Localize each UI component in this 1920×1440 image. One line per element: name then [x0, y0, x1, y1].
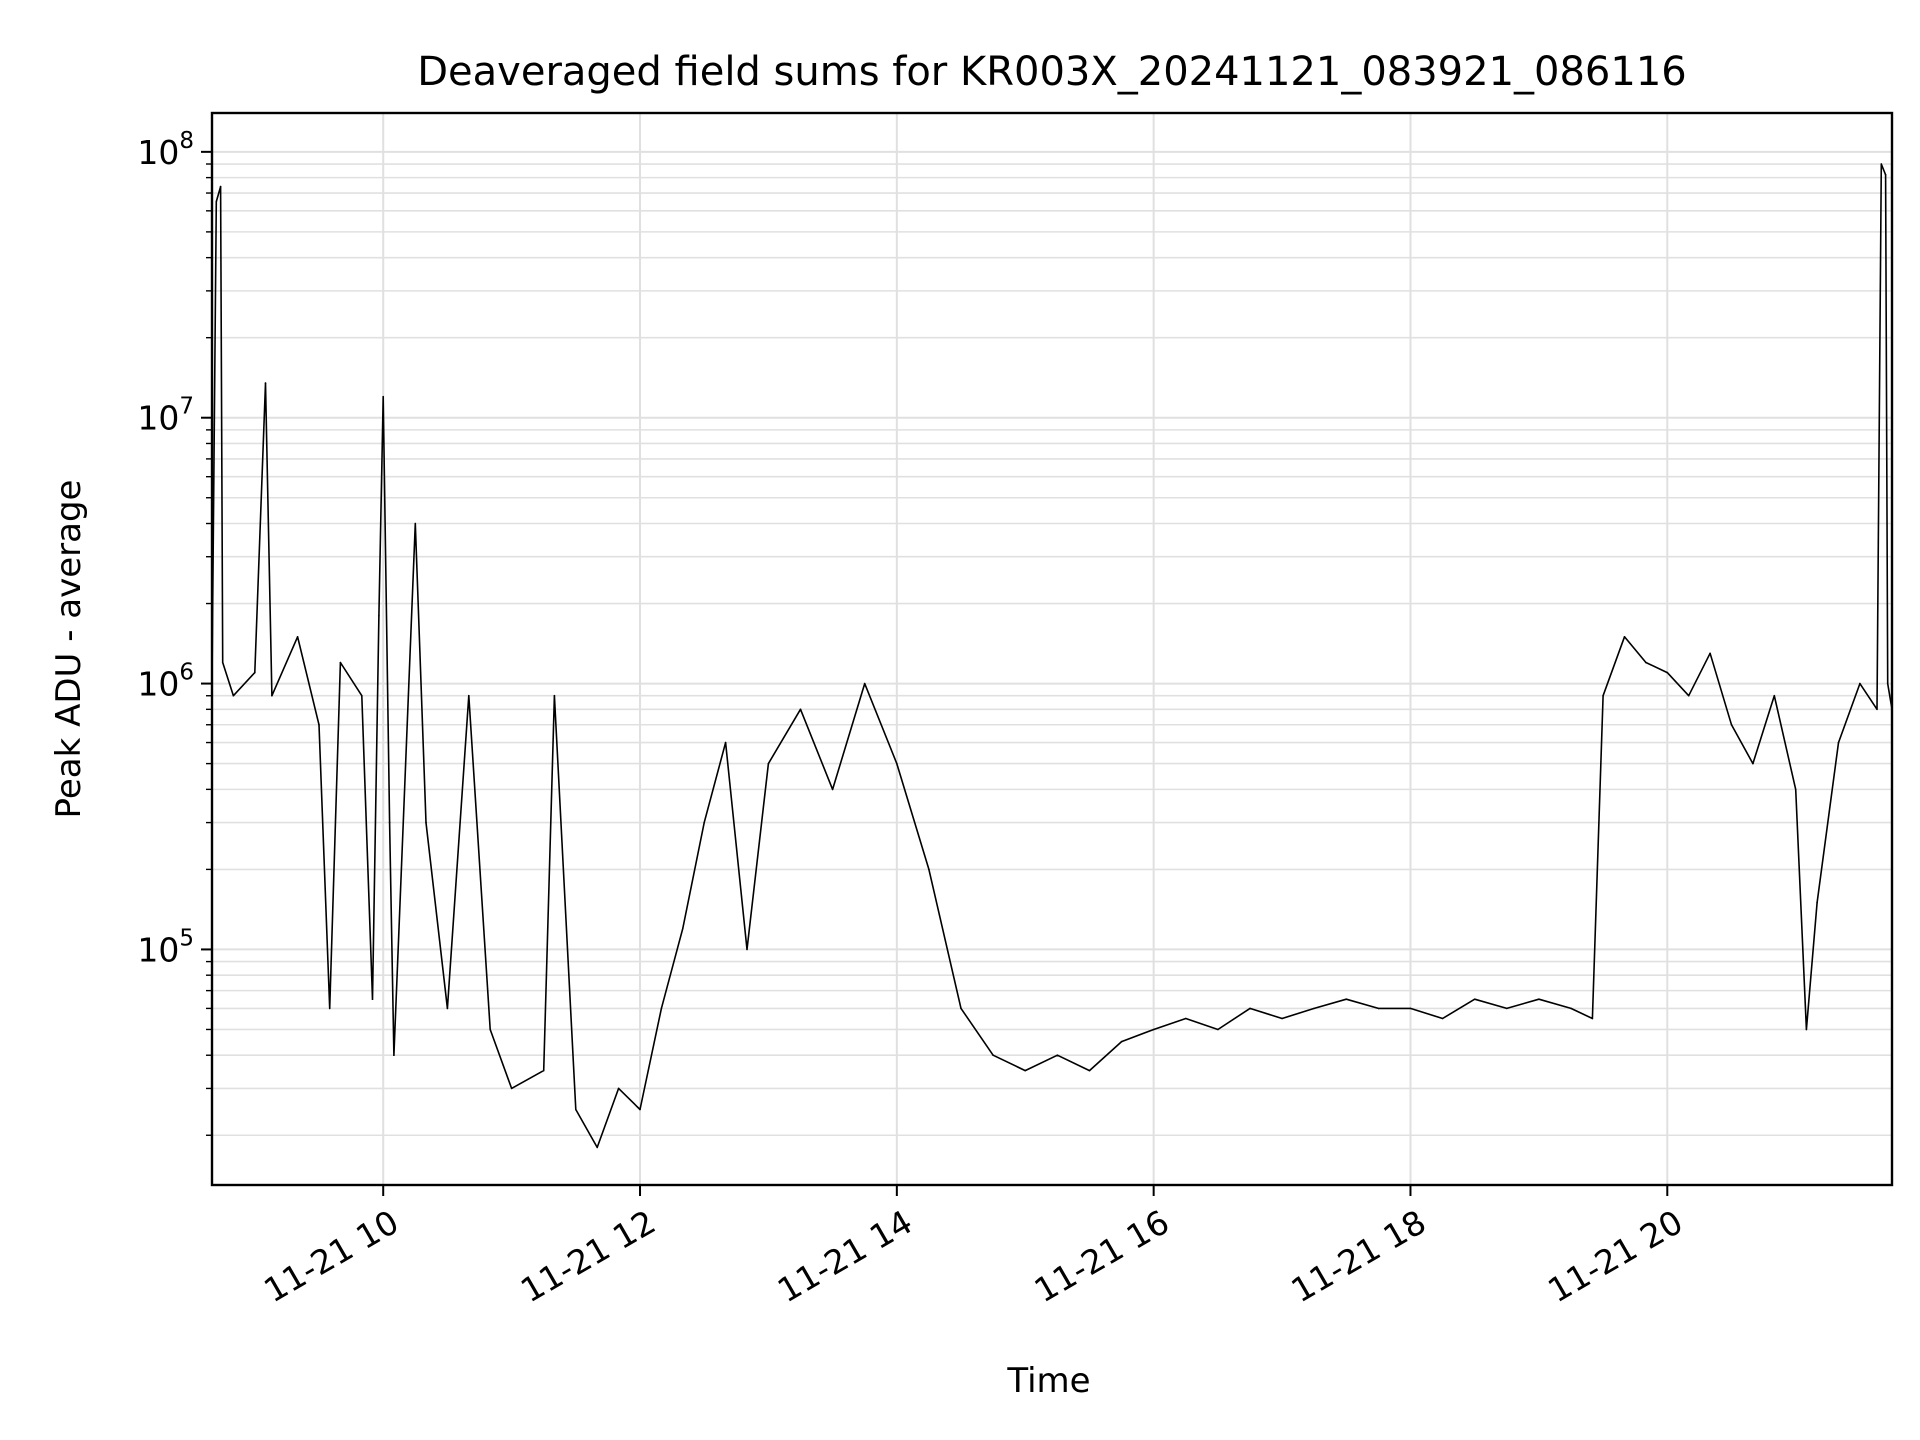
data-point: [1687, 694, 1690, 697]
data-point: [928, 868, 930, 871]
data-point: [1217, 1028, 1219, 1031]
data-point: [1880, 163, 1883, 165]
data-point: [232, 694, 235, 697]
chart-title: Deaveraged field sums for KR003X_2024112…: [417, 49, 1686, 95]
data-point: [1794, 788, 1797, 791]
data-point: [1752, 762, 1754, 765]
data-point: [393, 1054, 395, 1056]
data-point: [1024, 1069, 1026, 1072]
data-point: [575, 1108, 577, 1111]
data-point: [682, 927, 684, 930]
data-point: [425, 821, 427, 824]
data-point: [1345, 998, 1348, 1000]
data-series-layer: [211, 163, 1893, 1149]
data-point: [1623, 636, 1626, 638]
data-point: [1409, 1007, 1412, 1010]
data-point: [1591, 1017, 1594, 1020]
data-point: [746, 948, 748, 951]
data-point: [1088, 1069, 1091, 1072]
data-point: [328, 1007, 331, 1010]
data-point: [799, 708, 802, 711]
data-point: [361, 694, 363, 697]
data-point: [1876, 708, 1878, 711]
x-axis-label: Time: [1006, 1361, 1090, 1401]
y-tick-label-exponent: 6: [179, 660, 194, 686]
data-point: [1570, 1007, 1572, 1010]
y-axis-label: Peak ADU - average: [49, 480, 89, 819]
data-point: [1185, 1017, 1187, 1020]
data-point: [863, 682, 866, 685]
data-point: [767, 762, 770, 765]
data-point: [1773, 694, 1776, 697]
data-point: [1249, 1007, 1251, 1010]
data-point: [382, 395, 385, 398]
data-point: [1859, 682, 1861, 685]
data-point: [388, 821, 391, 824]
data-point: [1506, 1007, 1508, 1010]
data-point: [1805, 1028, 1808, 1031]
data-point: [378, 614, 380, 617]
y-tick-label: 108: [137, 128, 194, 172]
data-point: [1473, 998, 1476, 1000]
y-tick-label-base: 10: [137, 133, 179, 172]
data-point: [371, 998, 374, 1000]
data-point: [254, 671, 256, 674]
data-point: [992, 1054, 994, 1056]
y-tick-label-exponent: 5: [179, 925, 194, 951]
data-point: [1056, 1054, 1059, 1056]
data-point: [215, 200, 218, 203]
data-point: [219, 185, 222, 188]
data-point: [1816, 901, 1818, 904]
data-point: [221, 661, 224, 664]
data-point: [703, 821, 705, 824]
data-point: [318, 724, 320, 726]
y-tick-label: 106: [137, 660, 194, 704]
data-point: [1441, 1017, 1444, 1020]
y-tick-label: 107: [137, 394, 194, 438]
data-point: [1730, 724, 1733, 726]
data-point: [960, 1007, 962, 1010]
data-point: [1884, 174, 1887, 176]
data-point: [553, 694, 556, 697]
data-point: [831, 788, 834, 791]
y-tick-label-base: 10: [137, 665, 179, 704]
data-point: [446, 1007, 449, 1010]
data-point: [1152, 1028, 1155, 1031]
data-point: [1538, 998, 1540, 1000]
plot-area-frame: [210, 111, 1894, 1187]
y-tick-label-base: 10: [137, 399, 179, 438]
data-point: [896, 762, 898, 765]
data-point: [724, 741, 727, 744]
data-point: [1602, 694, 1604, 697]
data-point: [1837, 741, 1840, 744]
y-tick-label-base: 10: [137, 930, 179, 969]
data-point: [1377, 1007, 1380, 1010]
data-point: [510, 1087, 513, 1090]
data-point: [264, 382, 267, 384]
data-point: [1281, 1017, 1283, 1020]
data-point: [1666, 671, 1669, 674]
data-point: [1886, 682, 1889, 685]
y-tick-label: 105: [137, 925, 194, 969]
data-point: [271, 694, 273, 697]
data-point: [596, 1146, 598, 1149]
data-point: [1120, 1040, 1123, 1043]
data-point: [617, 1087, 620, 1090]
data-point: [339, 661, 342, 664]
data-point: [1709, 652, 1711, 655]
data-point: [1313, 1007, 1315, 1010]
data-point: [414, 522, 417, 525]
data-point: [1645, 661, 1647, 664]
data-point: [296, 636, 299, 638]
y-tick-label-exponent: 8: [179, 128, 194, 154]
data-point: [660, 1007, 663, 1010]
grid-lines: [212, 113, 1892, 1185]
y-tick-label-exponent: 7: [179, 394, 194, 420]
data-point: [468, 694, 470, 697]
data-point: [489, 1028, 492, 1031]
data-point: [639, 1108, 641, 1111]
data-point: [542, 1069, 545, 1072]
